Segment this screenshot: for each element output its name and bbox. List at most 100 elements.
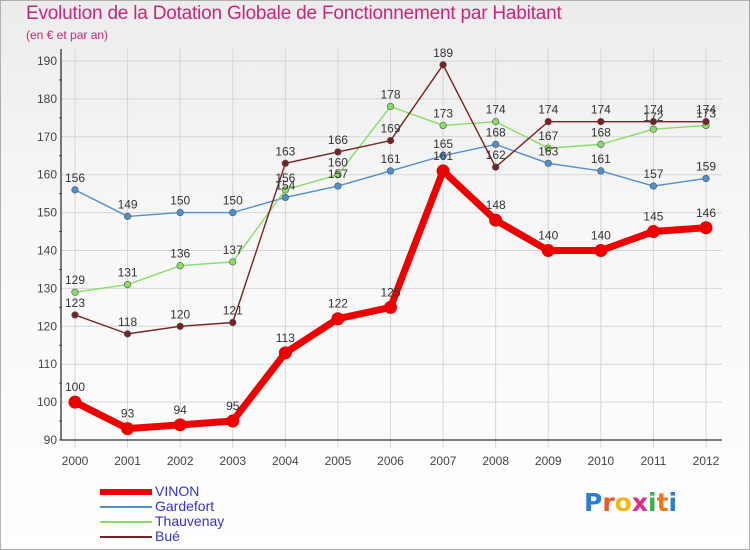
data-label-vinon: 140 <box>591 229 611 243</box>
data-point-bué <box>597 118 605 126</box>
data-label-bué: 174 <box>696 103 716 117</box>
chart-title: Evolution de la Dotation Globale de Fonc… <box>26 3 562 24</box>
data-label-bué: 120 <box>170 307 190 321</box>
data-label-thauvenay: 178 <box>380 87 400 101</box>
legend-swatch <box>100 536 152 538</box>
data-point-vinon <box>384 300 397 314</box>
logo-letter: i <box>648 488 657 517</box>
legend-label: Gardefort <box>155 498 215 514</box>
data-label-gardefort: 159 <box>696 159 716 173</box>
data-label-gardefort: 150 <box>223 194 243 208</box>
x-tick-label: 2003 <box>219 454 246 468</box>
data-label-thauvenay: 136 <box>170 247 190 261</box>
x-tick-label: 2000 <box>62 454 89 468</box>
data-label-bué: 166 <box>328 133 348 147</box>
x-tick-label: 2002 <box>167 454 194 468</box>
data-point-gardefort <box>597 167 605 175</box>
legend-item-thauvenay: Thauvenay <box>100 513 360 529</box>
data-label-gardefort: 161 <box>591 152 611 166</box>
data-label-thauvenay: 173 <box>433 106 453 120</box>
data-label-thauvenay: 131 <box>118 266 138 280</box>
data-point-thauvenay <box>176 262 184 270</box>
data-label-bué: 174 <box>591 103 611 117</box>
data-label-bué: 174 <box>538 103 558 117</box>
x-tick-label: 2006 <box>377 454 404 468</box>
data-point-thauvenay <box>544 144 552 152</box>
data-label-gardefort: 163 <box>538 144 558 158</box>
data-label-vinon: 140 <box>538 229 558 243</box>
data-label-vinon: 146 <box>696 206 716 220</box>
y-tick-label: 120 <box>37 319 57 333</box>
legend-item-gardefort: Gardefort <box>100 498 360 514</box>
data-label-bué: 189 <box>433 46 453 60</box>
data-label-gardefort: 156 <box>65 171 85 185</box>
data-point-bué <box>281 159 289 167</box>
proxiti-logo: Proxiti <box>584 488 677 517</box>
data-label-thauvenay: 160 <box>328 156 348 170</box>
data-label-vinon: 94 <box>173 403 187 417</box>
logo-letter: i <box>668 488 678 517</box>
x-tick-label: 2011 <box>641 454 667 468</box>
data-label-vinon: 122 <box>328 297 348 311</box>
data-label-vinon: 148 <box>486 198 506 212</box>
data-label-thauvenay: 174 <box>486 103 506 117</box>
data-point-vinon <box>541 244 555 257</box>
data-point-vinon <box>646 225 660 239</box>
data-point-gardefort <box>281 193 289 202</box>
data-point-bué <box>702 118 710 126</box>
logo-letter: P <box>584 488 603 517</box>
data-point-thauvenay <box>439 121 447 130</box>
data-point-vinon <box>594 244 608 257</box>
data-label-thauvenay: 129 <box>65 273 85 287</box>
data-point-gardefort <box>544 159 552 167</box>
x-tick-label: 2005 <box>325 454 352 468</box>
data-label-vinon: 161 <box>433 149 453 163</box>
y-tick-label: 160 <box>37 168 57 182</box>
data-point-gardefort <box>123 212 132 220</box>
data-point-vinon <box>121 422 135 436</box>
data-label-thauvenay: 137 <box>223 243 243 257</box>
y-tick-label: 100 <box>37 395 57 409</box>
x-tick-label: 2001 <box>114 454 141 468</box>
data-label-vinon: 100 <box>65 380 85 394</box>
data-label-bué: 118 <box>118 315 137 329</box>
data-point-bué <box>439 61 447 69</box>
data-point-vinon <box>331 312 345 326</box>
legend-label: Thauvenay <box>155 513 225 529</box>
y-tick-label: 150 <box>37 206 57 220</box>
x-tick-label: 2012 <box>693 454 720 468</box>
data-point-gardefort <box>71 186 79 194</box>
data-label-bué: 121 <box>223 304 243 318</box>
data-point-vinon <box>173 418 187 432</box>
data-label-thauvenay: 173 <box>696 106 716 120</box>
x-tick-label: 2010 <box>587 454 614 468</box>
data-label-gardefort: 154 <box>275 178 295 192</box>
y-tick-label: 140 <box>37 244 57 258</box>
data-point-gardefort <box>702 174 710 183</box>
data-point-bué <box>123 330 132 338</box>
y-tick-label: 130 <box>37 281 57 295</box>
x-tick-label: 2009 <box>535 454 562 468</box>
logo-letter: r <box>602 488 615 517</box>
data-label-thauvenay: 167 <box>538 129 558 143</box>
legend-swatch <box>100 521 152 523</box>
data-label-gardefort: 165 <box>433 137 453 151</box>
x-tick-label: 2008 <box>482 454 509 468</box>
data-label-gardefort: 168 <box>486 125 506 139</box>
legend-label: Bué <box>155 528 180 544</box>
data-label-bué: 169 <box>380 122 400 136</box>
y-tick-label: 170 <box>37 130 57 144</box>
data-point-bué <box>176 322 184 330</box>
y-tick-label: 180 <box>37 92 57 106</box>
data-label-gardefort: 149 <box>118 197 138 211</box>
data-point-gardefort <box>229 209 237 217</box>
data-point-vinon <box>68 395 82 409</box>
data-point-vinon <box>226 414 240 428</box>
data-point-bué <box>71 311 79 319</box>
data-point-vinon <box>489 213 503 227</box>
data-point-gardefort <box>649 182 658 190</box>
data-label-vinon: 113 <box>276 331 295 345</box>
x-tick-label: 2004 <box>272 454 299 468</box>
data-point-bué <box>544 118 552 126</box>
